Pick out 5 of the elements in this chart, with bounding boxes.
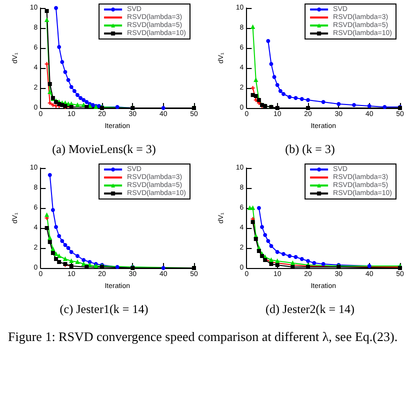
text: (b) (k = 3) (284, 142, 336, 158)
text: (c) Jester1(k = 14) (58, 302, 150, 318)
caption: Figure 1: RSVD convergence speed comparison at different λ, see Eq.(23). (7, 328, 399, 345)
text: (a) MovieLens(k = 3) (51, 142, 157, 158)
text: (d) Jester2(k = 14) (264, 302, 356, 318)
